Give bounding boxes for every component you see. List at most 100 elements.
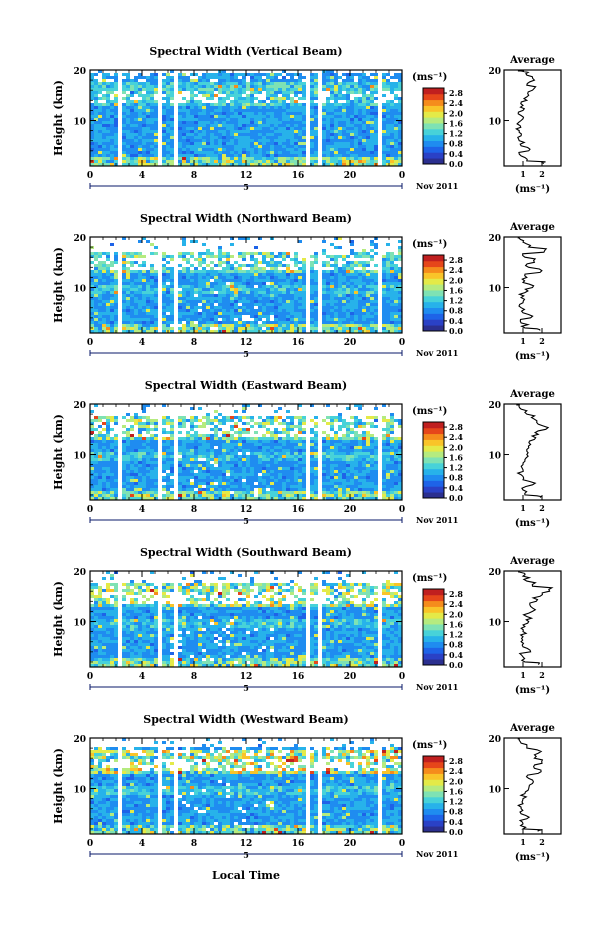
heatmap-cell [242, 294, 246, 297]
heatmap-cell [162, 291, 166, 294]
heatmap-cell [142, 273, 146, 276]
heatmap-cell [222, 440, 226, 443]
heatmap-cell [330, 136, 334, 139]
heatmap-cell [242, 282, 246, 285]
heatmap-cell [350, 148, 354, 151]
heatmap-cell [182, 82, 186, 85]
heatmap-cell [194, 103, 198, 106]
heatmap-cell [250, 73, 254, 76]
heatmap-cell [102, 288, 106, 291]
heatmap-cell [190, 437, 194, 440]
heatmap-cell [314, 312, 318, 315]
heatmap-cell [206, 467, 210, 470]
heatmap-cell [350, 309, 354, 312]
heatmap-cell [242, 85, 246, 88]
heatmap-cell [206, 309, 210, 312]
heatmap-cell [274, 145, 278, 148]
heatmap-cell [326, 264, 330, 267]
heatmap-cell [354, 327, 358, 330]
heatmap-cell [266, 294, 270, 297]
heatmap-cell [254, 327, 258, 330]
heatmap-cell [310, 303, 314, 306]
heatmap-cell [202, 82, 206, 85]
heatmap-cell [202, 160, 206, 163]
heatmap-cell [246, 327, 250, 330]
heatmap-cell [206, 264, 210, 267]
heatmap-cell [126, 279, 130, 282]
heatmap-cell [234, 121, 238, 124]
heatmap-cell [290, 88, 294, 91]
heatmap-cell [110, 300, 114, 303]
heatmap-cell [254, 112, 258, 115]
heatmap-cell [286, 154, 290, 157]
heatmap-cell [302, 330, 306, 333]
heatmap-cell [282, 163, 286, 166]
heatmap-cell [110, 446, 114, 449]
heatmap-cell [146, 294, 150, 297]
heatmap-cell [186, 79, 190, 82]
heatmap-cell [102, 300, 106, 303]
heatmap-cell [178, 148, 182, 151]
heatmap-cell [394, 82, 398, 85]
heatmap-cell [202, 103, 206, 106]
heatmap-cell [334, 300, 338, 303]
heatmap-cell [134, 79, 138, 82]
heatmap-cell [270, 121, 274, 124]
heatmap-cell [214, 488, 218, 491]
heatmap-cell [394, 103, 398, 106]
heatmap-cell [190, 139, 194, 142]
heatmap-cell [314, 106, 318, 109]
heatmap-cell [182, 282, 186, 285]
heatmap-cell [366, 133, 370, 136]
heatmap-cell [94, 294, 98, 297]
heatmap-cell [326, 142, 330, 145]
heatmap-cell [270, 133, 274, 136]
heatmap-cell [290, 121, 294, 124]
heatmap-cell [242, 109, 246, 112]
heatmap-cell [194, 473, 198, 476]
heatmap-cell [346, 112, 350, 115]
heatmap-cell [150, 160, 154, 163]
heatmap-cell [102, 112, 106, 115]
heatmap-cell [230, 446, 234, 449]
heatmap-cell [218, 461, 222, 464]
heatmap-cell [98, 491, 102, 494]
heatmap-cell [346, 324, 350, 327]
heatmap-cell [298, 309, 302, 312]
heatmap-cell [106, 142, 110, 145]
heatmap-cell [114, 261, 118, 264]
heatmap-cell [222, 97, 226, 100]
heatmap-cell [274, 88, 278, 91]
heatmap-cell [246, 294, 250, 297]
heatmap-cell [206, 88, 210, 91]
heatmap-cell [142, 163, 146, 166]
heatmap-cell [222, 443, 226, 446]
heatmap-cell [230, 464, 234, 467]
heatmap-cell [198, 285, 202, 288]
heatmap-cell [182, 109, 186, 112]
heatmap-cell [234, 276, 238, 279]
heatmap-cell [94, 273, 98, 276]
heatmap-cell [122, 497, 126, 500]
heatmap-cell [390, 142, 394, 145]
heatmap-cell [186, 139, 190, 142]
heatmap-cell [150, 73, 154, 76]
heatmap-cell [178, 476, 182, 479]
heatmap-cell [366, 127, 370, 130]
heatmap-cell [322, 294, 326, 297]
heatmap-cell [274, 73, 278, 76]
heatmap-cell [114, 476, 118, 479]
heatmap-cell [90, 270, 94, 273]
heatmap-cell [370, 148, 374, 151]
heatmap-cell [294, 270, 298, 273]
heatmap-cell [90, 285, 94, 288]
heatmap-cell [178, 419, 182, 422]
heatmap-cell [166, 488, 170, 491]
heatmap-cell [254, 103, 258, 106]
heatmap-cell [218, 157, 222, 160]
heatmap-cell [214, 494, 218, 497]
heatmap-cell [126, 452, 130, 455]
heatmap-cell [390, 76, 394, 79]
heatmap-cell [98, 288, 102, 291]
heatmap-cell [386, 133, 390, 136]
